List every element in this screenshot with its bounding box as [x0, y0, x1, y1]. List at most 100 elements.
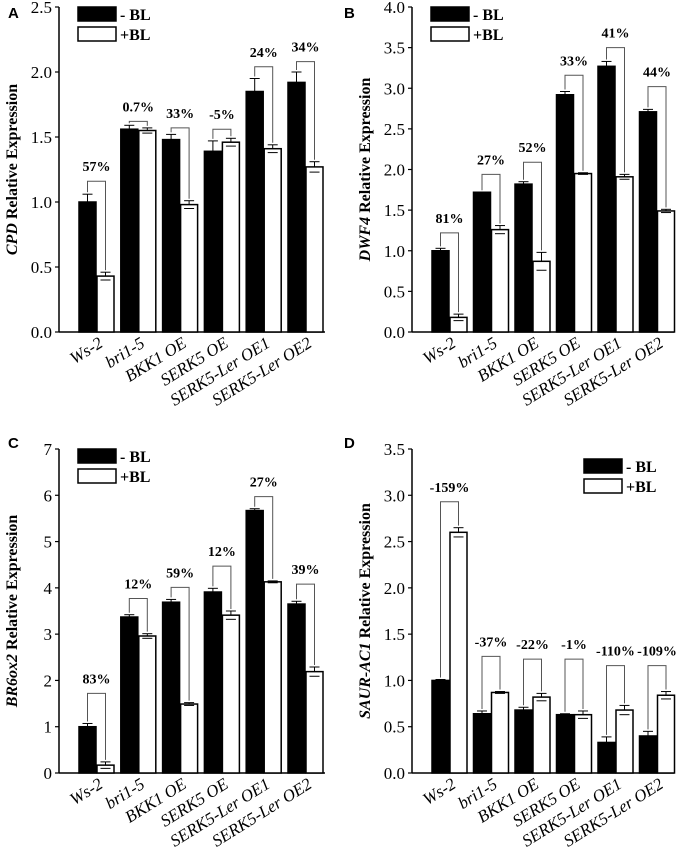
comparison-bracket [606, 47, 625, 173]
comparison-bracket [87, 180, 106, 271]
y-tick-label: 0.0 [384, 764, 405, 783]
percent-annotation: -109% [637, 645, 677, 660]
comparison-bracket [212, 565, 232, 609]
percent-annotation: 12% [208, 545, 236, 560]
bar-minus-bl [555, 94, 575, 333]
y-tick-label: 1.5 [384, 201, 405, 220]
bar-plus-bl [615, 709, 634, 774]
y-axis-label-gene: BR6ox2 [4, 654, 21, 708]
legend-label: +BL [120, 469, 150, 486]
y-tick-label: 4 [44, 579, 53, 598]
percent-annotation: -1% [561, 638, 587, 653]
bar-plus-bl [305, 166, 324, 333]
y-tick-label: 3.5 [384, 440, 405, 459]
y-tick-label: 0.0 [384, 323, 405, 342]
bar-plus-bl [573, 172, 593, 333]
comparison-bracket [212, 128, 232, 139]
percent-annotation: 12% [124, 578, 152, 593]
percent-annotation: 57% [83, 160, 111, 175]
comparison-bracket [128, 120, 148, 126]
percent-annotation: -22% [516, 638, 549, 653]
bar-minus-bl [78, 725, 97, 774]
legend-label: +BL [626, 479, 656, 496]
y-axis-label-text: Relative Expression [357, 78, 374, 217]
comparison-bracket [440, 232, 459, 313]
bar-minus-bl [203, 150, 223, 333]
y-tick-label: 1.5 [31, 128, 52, 147]
bar-minus-bl [120, 128, 139, 333]
bar-minus-bl [514, 709, 533, 774]
y-tick-label: 0.5 [384, 718, 405, 737]
y-tick-label: 3.0 [384, 79, 405, 98]
legend-swatch [77, 448, 117, 464]
comparison-bracket [254, 66, 274, 143]
comparison-bracket [481, 173, 501, 224]
comparison-bracket [87, 692, 106, 760]
bar-plus-bl [490, 691, 510, 774]
y-tick-label: 4.0 [384, 0, 405, 17]
y-tick-label: 3.5 [384, 39, 405, 58]
y-axis-label-text: Relative Expression [4, 515, 21, 654]
bar-plus-bl [138, 635, 157, 774]
y-tick-label: 0.0 [31, 323, 52, 342]
comparison-bracket [296, 61, 315, 160]
bar-plus-bl [305, 670, 324, 774]
bar-minus-bl [555, 713, 575, 774]
y-axis-label-gene: DWF4 [357, 217, 374, 262]
comparison-bracket [606, 665, 625, 735]
y-tick-label: 2.5 [31, 0, 52, 17]
comparison-bracket [170, 127, 190, 199]
y-tick-label: 1.0 [384, 242, 405, 261]
bar-plus-bl [221, 614, 241, 774]
comparison-bracket [523, 161, 542, 251]
y-tick-label: 3.0 [384, 486, 405, 505]
y-tick-label: 1.5 [384, 625, 405, 644]
bar-minus-bl [597, 741, 616, 774]
percent-annotation: 83% [83, 672, 111, 687]
percent-annotation: 44% [643, 66, 671, 81]
legend-label: - BL [626, 459, 657, 476]
legend-label: +BL [120, 27, 150, 44]
comparison-bracket [296, 583, 315, 666]
percent-annotation: 59% [166, 566, 194, 581]
legend-swatch [77, 468, 117, 484]
bar-minus-bl [78, 201, 97, 333]
y-tick-label: 1.0 [31, 193, 52, 212]
comparison-bracket [254, 496, 274, 579]
percent-annotation: 34% [292, 41, 320, 56]
y-tick-label: 1.0 [384, 671, 405, 690]
panel-b: B 0.0 0.5 1.0 1.5 2.0 2.5 3.0 3.5 4.0 DWF4 Relativ… [344, 0, 676, 410]
bar-plus-bl [221, 141, 241, 333]
bar-minus-bl [120, 616, 139, 774]
bar-minus-bl [245, 509, 264, 774]
y-tick-label: 0.5 [31, 258, 52, 277]
percent-annotation: 41% [602, 27, 630, 42]
comparison-bracket [564, 658, 584, 712]
comparison-bracket [647, 86, 667, 208]
panel-d: D 0.0 0.5 1.0 1.5 2.0 2.5 3.0 3.5 SAUR-AC1 Relati… [344, 435, 677, 851]
percent-annotation: 27% [250, 476, 278, 491]
legend-label: - BL [120, 7, 151, 24]
comparison-bracket [128, 598, 148, 632]
y-tick-label: 3 [44, 625, 53, 644]
percent-annotation: 0.7% [123, 100, 155, 115]
legend-swatch [583, 478, 623, 494]
percent-annotation: 27% [477, 153, 505, 168]
bar-plus-bl [656, 694, 676, 774]
y-tick-label: 2.0 [384, 579, 405, 598]
bar-minus-bl [472, 191, 492, 333]
panel-letter: D [344, 435, 355, 452]
y-axis-label-text: Relative Expression [357, 503, 374, 642]
y-tick-label: 7 [44, 440, 53, 459]
y-tick-label: 5 [44, 533, 53, 552]
y-tick-label: 2.0 [384, 161, 405, 180]
comparison-bracket [647, 665, 667, 730]
bar-plus-bl [96, 764, 115, 774]
y-tick-label: 0 [44, 764, 53, 783]
legend-swatch [77, 6, 117, 22]
percent-annotation: 33% [560, 54, 588, 69]
y-axis-label-gene: SAUR-AC1 [357, 642, 374, 718]
y-tick-label: 2.5 [384, 533, 405, 552]
bar-plus-bl [449, 531, 468, 774]
bar-plus-bl [573, 713, 593, 774]
